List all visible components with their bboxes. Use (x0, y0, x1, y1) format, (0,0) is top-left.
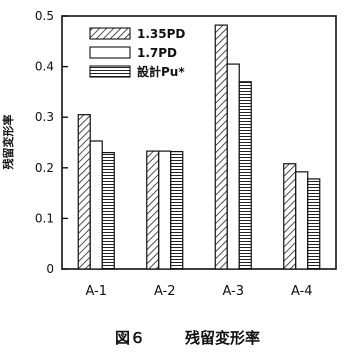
bar-a-4-series-2 (295, 171, 309, 270)
legend: 1.35PD 1.7PD 設計Pu* (89, 27, 185, 79)
legend-label-1: 1.35PD (137, 27, 185, 41)
y-tick-label: 0.3 (35, 110, 54, 124)
bar-a-4-series-3 (307, 178, 321, 270)
legend-swatch-2 (89, 46, 131, 59)
bar-a-1-series-3 (101, 152, 115, 270)
bar-a-3-series-1 (214, 24, 228, 270)
y-tick-label: 0.2 (35, 161, 54, 175)
bar-a-1-series-2 (89, 140, 103, 270)
bar-a-3-series-3 (238, 81, 252, 270)
bar-a-2-series-2 (158, 150, 172, 270)
plot-border (61, 15, 337, 270)
bar-a-2-series-3 (170, 151, 184, 270)
y-tick-label: 0.4 (35, 60, 54, 74)
x-category-label: A-3 (222, 284, 244, 299)
y-axis-label: 残留変形率 (1, 115, 15, 170)
y-axis: 0 0.1 0.2 0.3 0.4 0.5 (35, 9, 68, 276)
x-category-label: A-4 (291, 284, 313, 299)
y-tick-label: 0 (46, 262, 54, 276)
figure-caption-text: 残留変形率 (185, 329, 260, 347)
bar-a-4-series-1 (283, 163, 297, 270)
plot-frame (61, 15, 337, 270)
legend-label-2: 1.7PD (137, 46, 177, 60)
bar-a-2-series-1 (146, 150, 160, 270)
y-tick-label: 0.1 (35, 211, 54, 225)
legend-swatch-3 (89, 65, 131, 78)
legend-swatch-1 (89, 27, 131, 40)
x-category-label: A-1 (85, 284, 107, 299)
y-tick-label: 0.5 (35, 9, 54, 23)
x-axis: A-1 A-2 A-3 A-4 (85, 284, 312, 299)
x-category-label: A-2 (154, 284, 176, 299)
figure-caption-number: 図６ (115, 329, 145, 347)
bar-a-3-series-2 (226, 63, 240, 270)
bar-a-1-series-1 (77, 114, 91, 270)
legend-label-3: 設計Pu* (137, 64, 185, 79)
bar-series (77, 24, 321, 270)
